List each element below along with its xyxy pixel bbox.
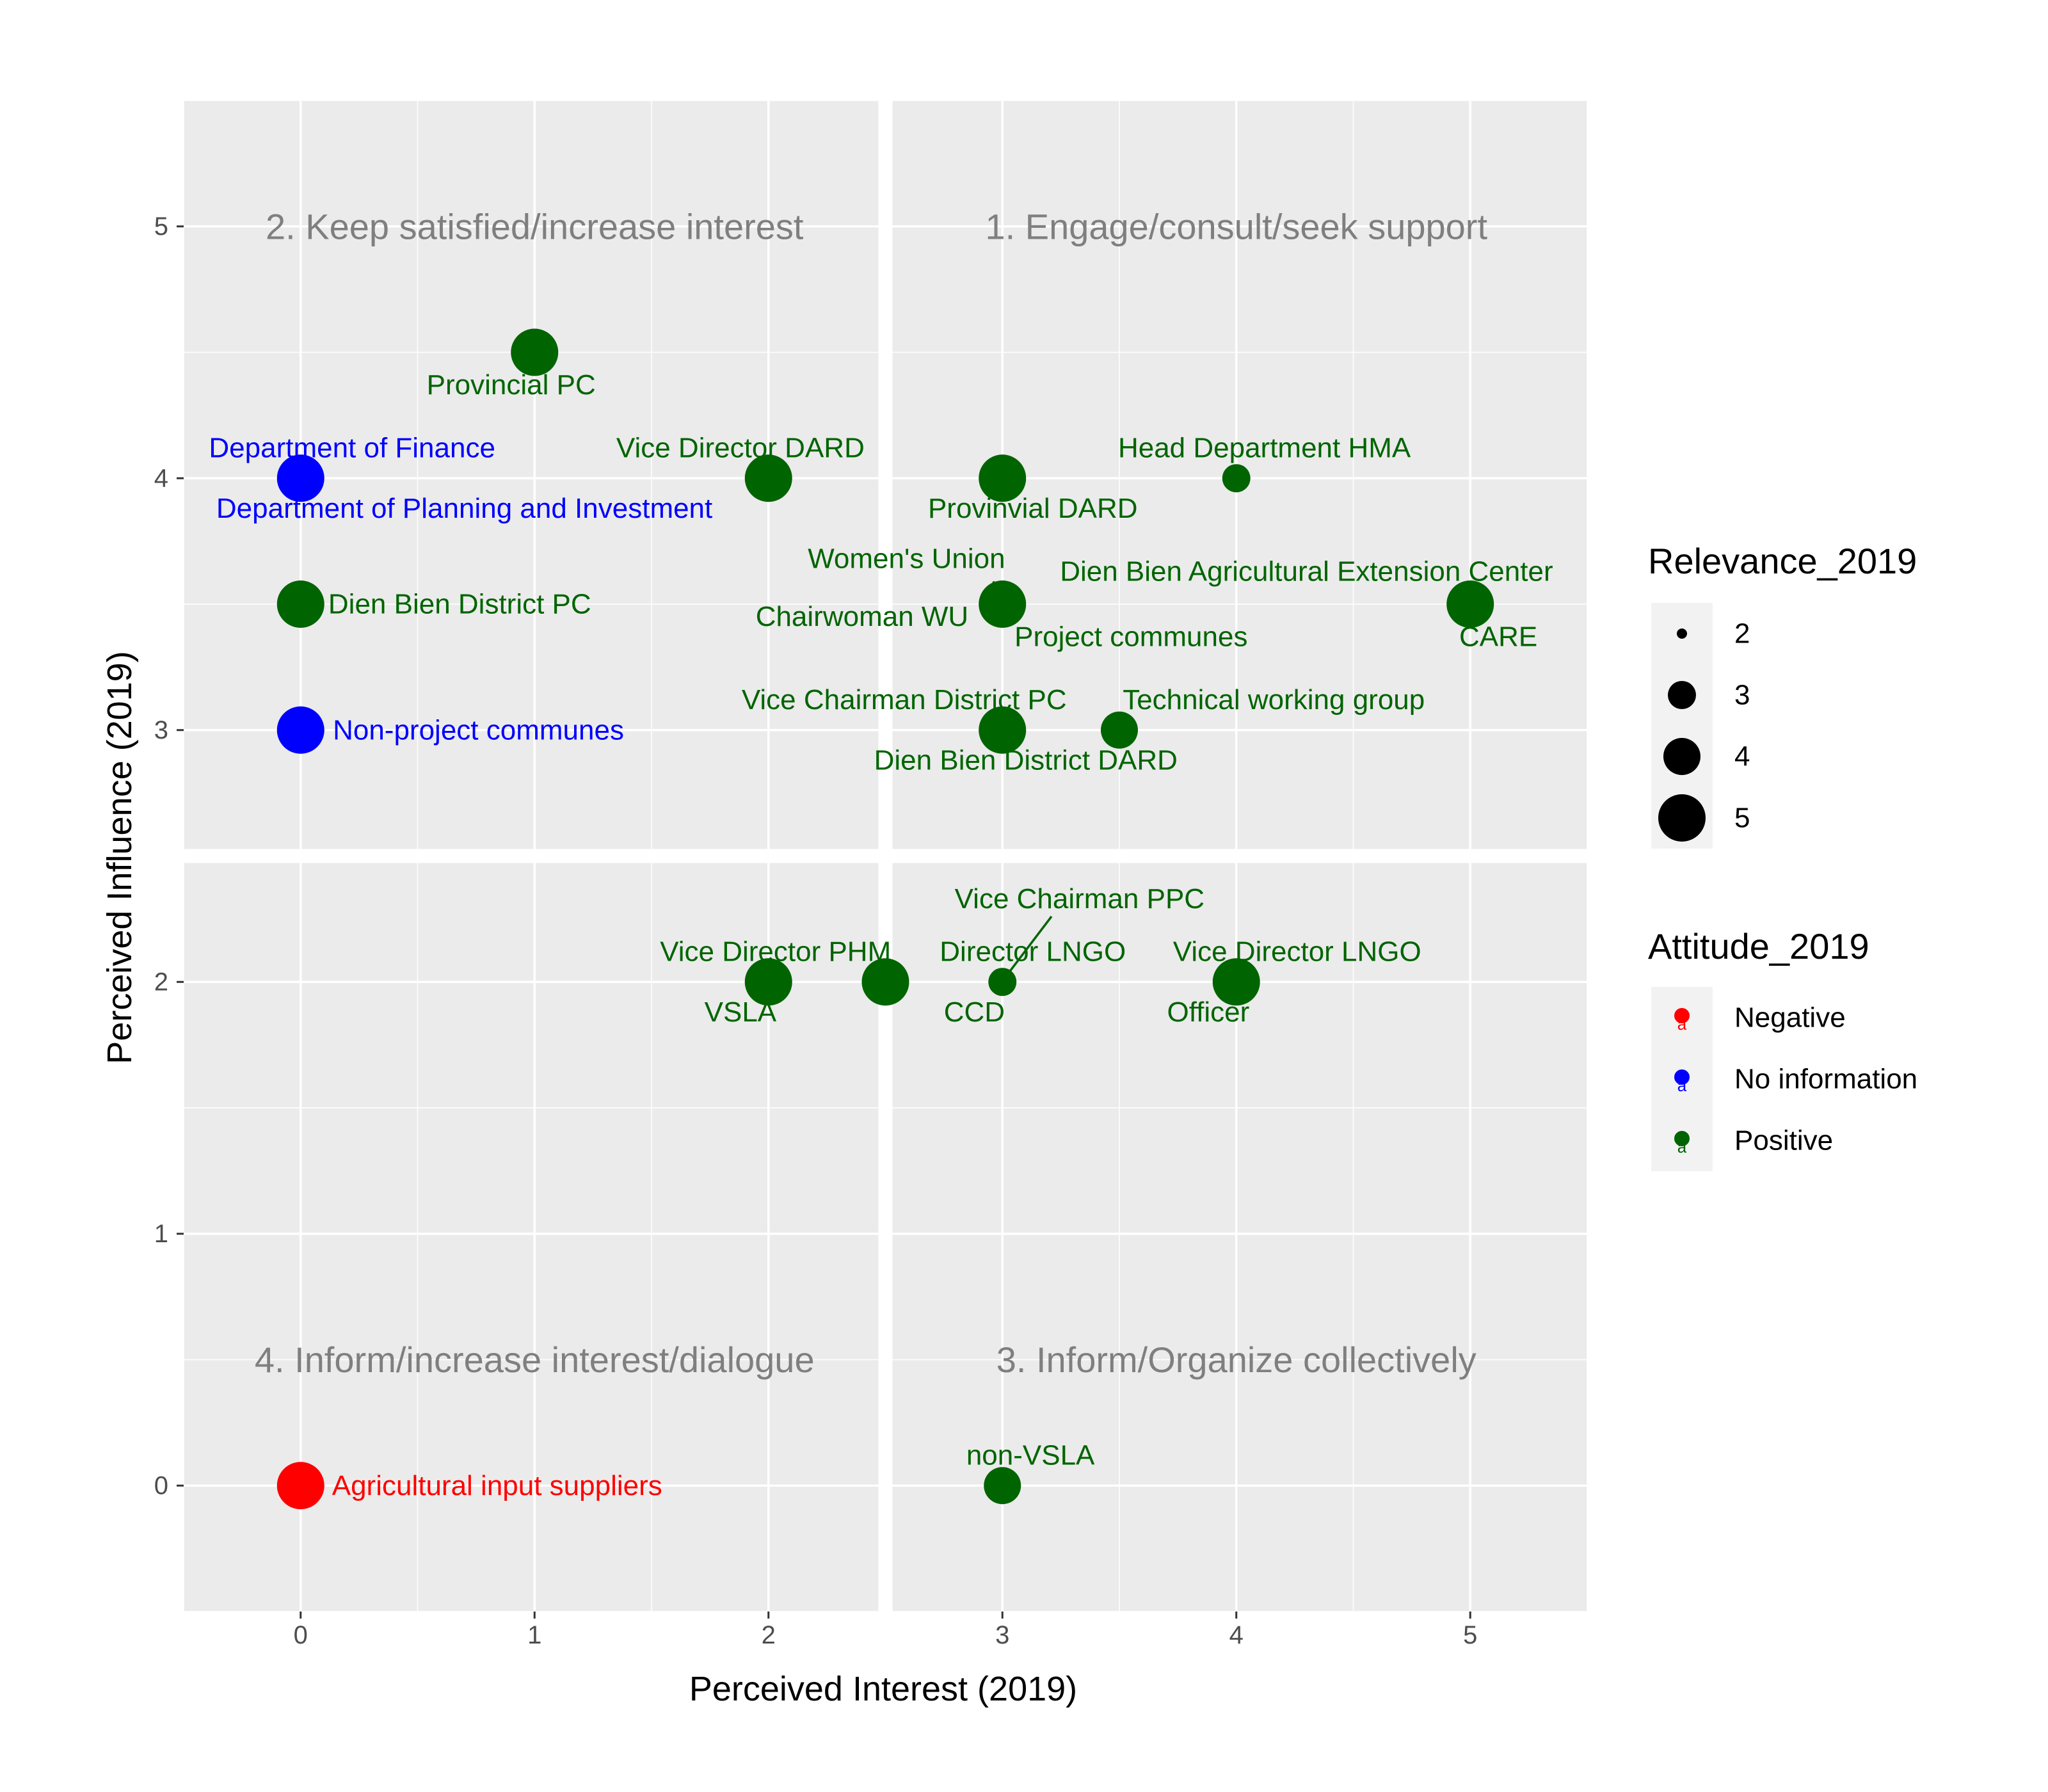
data-point: [1212, 958, 1260, 1006]
legend-color-swatch: [1674, 1131, 1690, 1146]
legend-color-swatch: [1674, 1008, 1690, 1023]
relevance-legend: Relevance_2019 2 3 4 5: [1648, 541, 1917, 849]
data-point: [511, 328, 559, 376]
point-label: Dien Bien Agricultural Extension Center: [1060, 556, 1553, 587]
legend-key-glyph: a: [1677, 1014, 1687, 1034]
legend-size-swatch: [1663, 738, 1700, 775]
legend-color-label: Negative: [1734, 1002, 1846, 1034]
point-label: Officer: [1167, 996, 1249, 1028]
legend-color-label: No information: [1734, 1064, 1917, 1095]
point-label: Technical working group: [1123, 684, 1425, 716]
legend-color-label: Positive: [1734, 1125, 1833, 1156]
data-point: [984, 1467, 1021, 1505]
point-label: Department of Planning and Investment: [216, 493, 712, 524]
point-label: Project communes: [1014, 621, 1247, 653]
point-label: Vice Director PHM: [660, 936, 891, 968]
point-label: Vice Chairman District PC: [742, 684, 1067, 716]
data-point: [1101, 711, 1138, 749]
data-point: [744, 454, 792, 502]
point-label: Vice Director DARD: [616, 433, 865, 464]
point-label: non-VSLA: [966, 1440, 1095, 1471]
point-label: Dien Bien District DARD: [874, 744, 1178, 776]
point-label: Non-project communes: [333, 714, 624, 746]
point-labels: Provincial PC Department of Finance Depart…: [209, 369, 1553, 1501]
legend-color-swatch: [1674, 1069, 1690, 1085]
data-point: [276, 706, 324, 754]
legend-size-label: 3: [1734, 680, 1750, 711]
y-tick-label: 4: [154, 464, 168, 492]
legend-size-swatch: [1668, 681, 1696, 709]
data-point: [276, 454, 324, 502]
point-label: Agricultural input suppliers: [332, 1470, 662, 1501]
y-tick-label: 0: [154, 1471, 168, 1500]
point-label: CCD: [944, 996, 1005, 1028]
y-tick-label: 2: [154, 968, 168, 996]
data-point: [744, 958, 792, 1006]
legend-size-label: 5: [1734, 803, 1750, 834]
quadrant-label: 2. Keep satisfied/increase interest: [266, 206, 804, 246]
quadrant-label: 3. Inform/Organize collectively: [996, 1340, 1476, 1380]
point-label: Vice Director LNGO: [1173, 936, 1421, 968]
x-tick-label: 2: [762, 1621, 776, 1649]
legend-size-label: 2: [1734, 618, 1750, 650]
y-tick-label: 3: [154, 716, 168, 744]
point-label: Vice Chairman PPC: [955, 883, 1204, 915]
data-points: [276, 328, 1494, 1510]
legend-size-swatch: [1658, 794, 1706, 842]
quadrant-labels: 2. Keep satisfied/increase interest 1. En…: [255, 206, 1488, 1380]
point-label: CARE: [1459, 621, 1537, 653]
attitude-legend-title: Attitude_2019: [1648, 926, 1869, 966]
data-point: [979, 454, 1027, 502]
x-tick-label: 0: [294, 1621, 308, 1649]
data-point: [1222, 464, 1251, 493]
y-axis-title: Perceived Influence (2019): [100, 651, 139, 1064]
data-point: [1446, 580, 1494, 628]
point-label: Head Department HMA: [1118, 433, 1411, 464]
point-label: Dien Bien District PC: [328, 589, 591, 620]
x-tick-label: 1: [527, 1621, 541, 1649]
x-tick-label: 3: [995, 1621, 1009, 1649]
data-point: [979, 706, 1027, 754]
data-point: [979, 580, 1027, 628]
label-leader-line: [1008, 915, 1053, 973]
point-label: Provincial PC: [427, 369, 596, 401]
point-label: Women's Union: [808, 543, 1005, 575]
point-label: VSLA: [705, 996, 777, 1028]
data-point: [276, 1462, 324, 1510]
axes: 0 1 2 3 4 5 0 1 2 3 4 5: [154, 212, 1478, 1649]
point-label: Director LNGO: [940, 936, 1126, 968]
y-tick-label: 1: [154, 1220, 168, 1248]
legend-size-swatch: [1677, 628, 1687, 639]
legend-key-glyph: a: [1677, 1076, 1687, 1095]
quadrant-label: 1. Engage/consult/seek support: [985, 206, 1487, 246]
gridlines: [183, 100, 1588, 1612]
attitude-legend: Attitude_2019 a Negative a No information a P…: [1648, 926, 1917, 1171]
relevance-legend-title: Relevance_2019: [1648, 541, 1917, 581]
legend-key-glyph: a: [1677, 1137, 1687, 1156]
data-point: [861, 958, 909, 1006]
x-axis-title: Perceived Interest (2019): [689, 1670, 1077, 1708]
point-label: Provinvial DARD: [928, 493, 1138, 524]
data-point: [276, 580, 324, 628]
y-tick-label: 5: [154, 212, 168, 241]
point-label: Chairwoman WU: [756, 601, 969, 632]
x-tick-label: 5: [1463, 1621, 1477, 1649]
x-tick-label: 4: [1229, 1621, 1244, 1649]
point-label: Department of Finance: [209, 433, 495, 464]
data-point: [988, 968, 1017, 996]
legend-size-label: 4: [1734, 741, 1750, 772]
quadrant-label: 4. Inform/increase interest/dialogue: [255, 1340, 815, 1380]
